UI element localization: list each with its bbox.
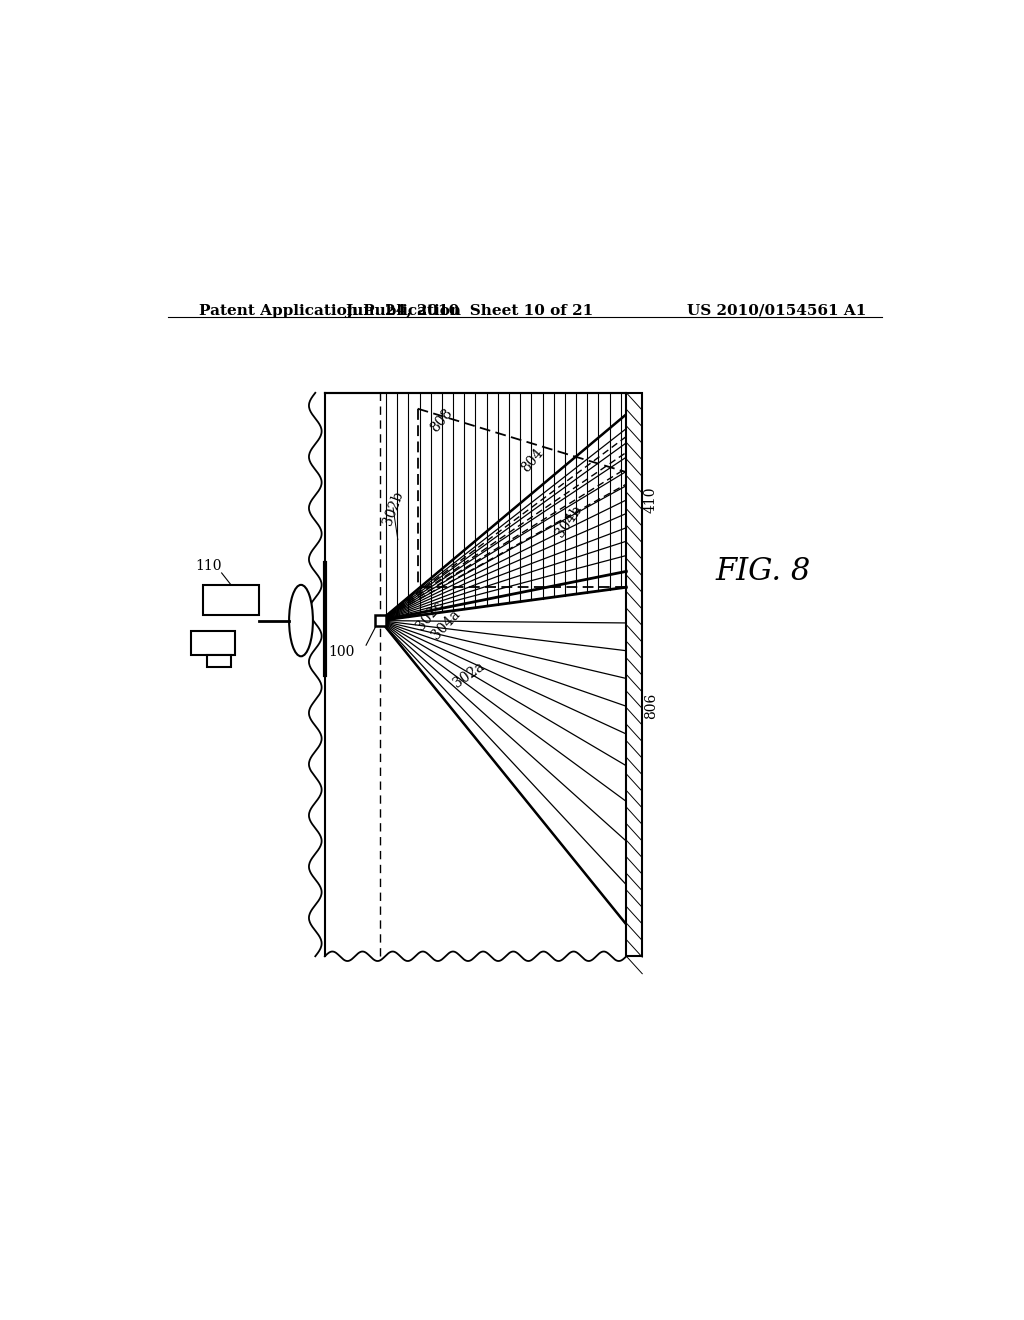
Text: 100: 100 bbox=[329, 645, 355, 659]
Bar bbox=[207, 655, 231, 667]
Bar bbox=[204, 585, 259, 615]
Bar bbox=[627, 393, 642, 956]
Bar bbox=[191, 631, 236, 655]
Text: Jun. 24, 2010  Sheet 10 of 21: Jun. 24, 2010 Sheet 10 of 21 bbox=[345, 304, 593, 318]
Text: 110: 110 bbox=[196, 558, 222, 573]
Text: US 2010/0154561 A1: US 2010/0154561 A1 bbox=[687, 304, 866, 318]
Text: 804: 804 bbox=[519, 446, 547, 475]
Text: FIG. 8: FIG. 8 bbox=[715, 556, 811, 587]
Text: Patent Application Publication: Patent Application Publication bbox=[200, 304, 462, 318]
Text: 302a: 302a bbox=[451, 659, 487, 690]
Text: 302c: 302c bbox=[414, 598, 445, 632]
Ellipse shape bbox=[289, 585, 313, 656]
Bar bbox=[375, 615, 385, 626]
Text: 302b: 302b bbox=[381, 488, 406, 527]
Text: 808: 808 bbox=[428, 407, 456, 436]
Text: 806: 806 bbox=[644, 693, 657, 719]
Text: 410: 410 bbox=[644, 487, 657, 513]
Text: 304b: 304b bbox=[553, 503, 585, 540]
Text: 304a: 304a bbox=[428, 607, 463, 642]
